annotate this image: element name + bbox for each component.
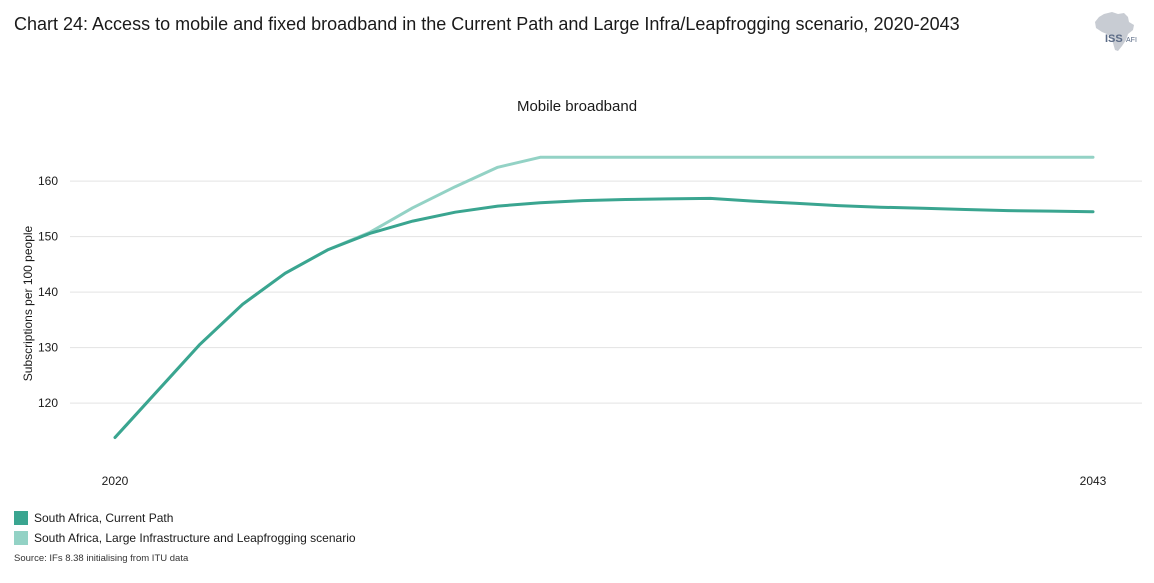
y-tick-label: 130 [38, 341, 58, 355]
legend-item-current-path: South Africa, Current Path [14, 508, 356, 528]
legend-label: South Africa, Current Path [34, 511, 174, 525]
y-tick-label: 150 [38, 230, 58, 244]
y-tick-label: 120 [38, 396, 58, 410]
chart-title: Chart 24: Access to mobile and fixed bro… [14, 14, 960, 34]
legend-item-leapfrogging: South Africa, Large Infrastructure and L… [14, 528, 356, 548]
y-axis-label: Subscriptions per 100 people [21, 225, 35, 381]
y-axis-ticks: 120 130 140 150 160 [38, 174, 58, 410]
iss-afi-logo: ISS AFI [1090, 10, 1140, 54]
logo-subtext: AFI [1126, 37, 1137, 44]
legend-swatch-current-path [14, 511, 28, 525]
source-note: Source: IFs 8.38 initialising from ITU d… [14, 553, 189, 564]
legend-label: South Africa, Large Infrastructure and L… [34, 531, 356, 545]
x-tick-label: 2043 [1080, 474, 1107, 488]
series-lines [113, 155, 1095, 439]
line-chart: 120 130 140 150 160 2020 2043 Subscriptions p… [21, 155, 1142, 488]
x-tick-label: 2020 [102, 474, 129, 488]
y-tick-label: 160 [38, 174, 58, 188]
africa-map-icon: ISS AFI [1095, 12, 1137, 51]
logo-text: ISS [1105, 33, 1123, 45]
plot-title: Mobile broadband [516, 98, 638, 115]
legend: South Africa, Current Path South Africa,… [14, 508, 356, 548]
y-tick-label: 140 [38, 285, 58, 299]
gridlines [70, 180, 1142, 404]
legend-swatch-leapfrogging [14, 531, 28, 545]
series-line-current-path [113, 196, 1095, 439]
x-axis-ticks: 2020 2043 [102, 474, 1107, 488]
